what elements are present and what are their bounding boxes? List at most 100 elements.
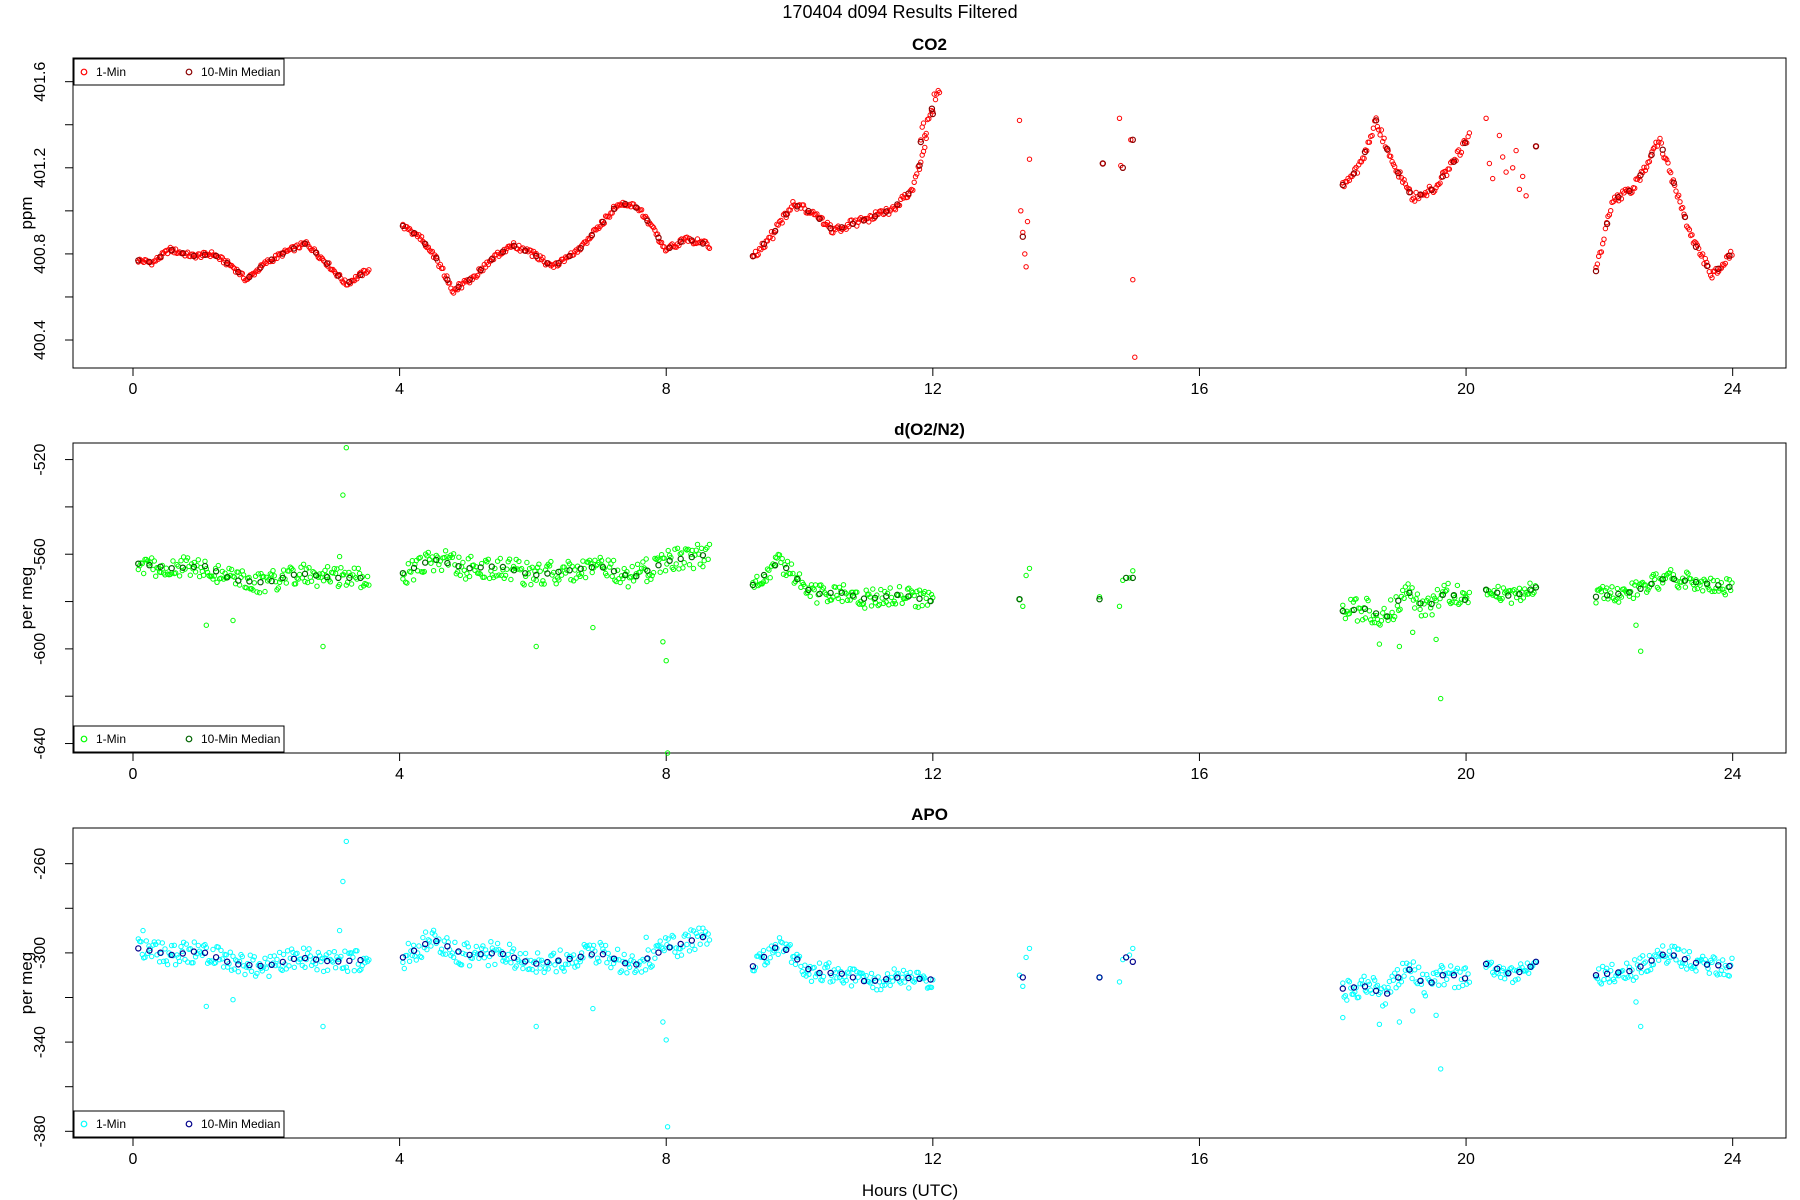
o2n2-data-point bbox=[271, 573, 277, 579]
o2n2-data-point bbox=[1499, 595, 1505, 602]
co2-data-point bbox=[429, 248, 435, 255]
co2-data-point bbox=[905, 190, 912, 197]
apo-data-point bbox=[871, 977, 879, 984]
o2n2-data-point bbox=[203, 622, 210, 628]
apo-data-point bbox=[183, 941, 190, 947]
o2n2-data-point bbox=[254, 589, 260, 595]
o2n2-data-point bbox=[577, 565, 584, 572]
co2-data-point bbox=[1602, 225, 1609, 232]
apo-data-point bbox=[682, 931, 689, 937]
o2n2-data-point bbox=[202, 558, 208, 564]
co2-data-point bbox=[1409, 197, 1415, 203]
co2-data-point bbox=[1377, 132, 1383, 138]
co2-data-point bbox=[883, 208, 890, 215]
apo-data-point bbox=[629, 953, 635, 959]
co2-data-point bbox=[1500, 154, 1506, 160]
o2n2-data-point bbox=[279, 574, 286, 582]
apo-data-point bbox=[648, 964, 654, 970]
apo-data-point bbox=[303, 956, 309, 963]
co2-data-point bbox=[318, 254, 324, 260]
o2n2-data-point bbox=[292, 581, 299, 587]
apo-data-point bbox=[1615, 969, 1622, 976]
o2n2-data-point bbox=[1604, 585, 1610, 591]
o2n2-data-point bbox=[268, 577, 275, 585]
co2-data-point bbox=[499, 248, 507, 255]
o2n2-data-point bbox=[570, 578, 577, 584]
o2n2-data-point bbox=[666, 557, 673, 565]
o2n2-data-point bbox=[763, 578, 769, 584]
co2-data-point bbox=[1677, 199, 1683, 205]
co2-data-point bbox=[522, 247, 529, 254]
o2n2-data-point bbox=[1026, 565, 1033, 572]
apo-data-point bbox=[922, 975, 928, 981]
apo-data-point bbox=[704, 941, 710, 947]
apo-data-point bbox=[406, 958, 413, 964]
co2-data-point bbox=[846, 223, 852, 230]
apo-data-point bbox=[428, 943, 434, 949]
co2-data-point bbox=[860, 216, 868, 224]
o2n2-data-point bbox=[1650, 571, 1657, 578]
co2-y-tick-label: 400.8 bbox=[32, 234, 49, 274]
apo-data-point bbox=[140, 927, 146, 934]
o2n2-data-point bbox=[609, 573, 615, 579]
o2n2-data-point bbox=[257, 579, 264, 586]
o2n2-data-point bbox=[1376, 641, 1383, 647]
co2-data-point bbox=[1680, 204, 1686, 211]
apo-data-point bbox=[314, 967, 320, 973]
o2n2-data-point bbox=[477, 564, 484, 571]
co2-data-point bbox=[1662, 155, 1669, 161]
o2n2-data-point bbox=[928, 591, 935, 598]
apo-data-point bbox=[215, 944, 222, 950]
apo-data-point bbox=[644, 955, 651, 962]
o2n2-data-point bbox=[905, 593, 912, 600]
o2n2-data-point bbox=[139, 560, 146, 567]
co2-data-point bbox=[440, 265, 446, 271]
apo-legend-label: 1-Min bbox=[96, 1117, 126, 1131]
o2n2-data-point bbox=[1388, 597, 1394, 603]
apo-data-point bbox=[1488, 959, 1495, 965]
co2-data-point bbox=[1594, 261, 1601, 267]
apo-data-point bbox=[1365, 979, 1371, 985]
co2-data-point bbox=[432, 252, 438, 258]
o2n2-data-point bbox=[301, 570, 309, 578]
co2-data-point bbox=[1016, 117, 1023, 124]
o2n2-data-point bbox=[1461, 596, 1469, 604]
apo-data-point bbox=[1406, 966, 1413, 973]
co2-data-point bbox=[1664, 156, 1670, 163]
o2n2-data-point bbox=[1482, 586, 1490, 593]
co2-data-point bbox=[1466, 130, 1473, 136]
o2n2-data-point bbox=[771, 562, 779, 569]
o2n2-data-point bbox=[452, 562, 458, 568]
o2n2-data-point bbox=[1346, 610, 1353, 617]
co2-data-point bbox=[805, 207, 812, 215]
apo-data-point bbox=[456, 960, 462, 966]
o2n2-legend-marker bbox=[80, 735, 88, 743]
apo-y-tick-label: -340 bbox=[32, 1026, 49, 1058]
apo-y-axis-label: per meg bbox=[17, 952, 36, 1014]
o2n2-data-point bbox=[807, 593, 813, 599]
apo-data-point bbox=[1382, 1001, 1389, 1007]
apo-data-point bbox=[510, 946, 517, 952]
apo-data-point bbox=[517, 951, 523, 957]
o2n2-data-point bbox=[898, 592, 904, 598]
o2n2-data-point bbox=[805, 586, 812, 594]
o2n2-data-point bbox=[621, 565, 627, 572]
apo-data-point bbox=[1665, 958, 1671, 965]
co2-data-point bbox=[855, 219, 861, 226]
apo-data-point bbox=[1417, 977, 1424, 985]
o2n2-data-point bbox=[589, 569, 595, 576]
o2n2-data-point bbox=[1353, 596, 1359, 602]
o2n2-data-point bbox=[686, 562, 693, 568]
o2n2-data-point bbox=[644, 567, 651, 574]
o2n2-data-point bbox=[1638, 648, 1644, 654]
o2n2-data-point bbox=[455, 563, 462, 570]
apo-data-point bbox=[1608, 968, 1614, 974]
apo-data-point bbox=[502, 959, 509, 965]
co2-data-point bbox=[290, 245, 298, 252]
o2n2-data-point bbox=[200, 572, 207, 578]
co2-data-point bbox=[1516, 186, 1523, 193]
apo-data-point bbox=[844, 969, 851, 975]
o2n2-data-point bbox=[1378, 618, 1385, 624]
apo-data-point bbox=[1122, 954, 1130, 961]
apo-data-point bbox=[916, 975, 923, 983]
